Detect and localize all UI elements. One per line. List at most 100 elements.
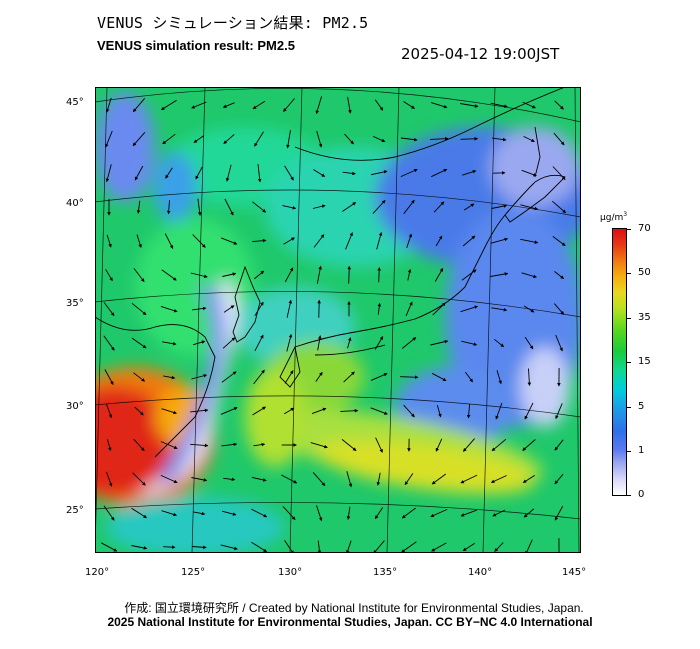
wind-arrow bbox=[251, 541, 268, 553]
lon-label-145: 145° bbox=[562, 567, 587, 578]
wind-arrow bbox=[286, 130, 291, 149]
wind-arrow bbox=[132, 472, 146, 486]
wind-arrow bbox=[131, 545, 148, 550]
wind-arrow bbox=[370, 170, 388, 176]
wind-arrow bbox=[377, 302, 382, 315]
wind-arrow bbox=[403, 199, 415, 215]
wind-arrow bbox=[342, 202, 357, 212]
wind-arrow bbox=[491, 438, 507, 452]
lon-label-140: 140° bbox=[468, 567, 493, 578]
wind-arrow bbox=[282, 205, 297, 210]
wind-arrow bbox=[372, 199, 386, 214]
wind-arrow bbox=[312, 204, 326, 209]
wind-arrow bbox=[552, 200, 567, 214]
wind-arrow bbox=[554, 473, 564, 485]
wind-arrow bbox=[374, 507, 384, 520]
wind-arrow bbox=[461, 340, 478, 346]
wind-arrow bbox=[223, 134, 235, 144]
wind-arrow bbox=[525, 539, 533, 553]
lat-label-30: 30° bbox=[66, 401, 84, 412]
wind-arrow bbox=[316, 130, 323, 148]
wind-arrow bbox=[490, 272, 509, 277]
wind-arrow bbox=[527, 368, 532, 387]
datetime-label: 2025-04-12 19:00JST bbox=[401, 45, 560, 63]
wind-arrow bbox=[284, 267, 294, 283]
wind-arrow bbox=[492, 509, 506, 517]
wind-arrow bbox=[342, 171, 356, 176]
wind-arrow bbox=[377, 267, 381, 283]
wind-arrow bbox=[190, 408, 209, 413]
colorbar-label-5: 5 bbox=[638, 401, 645, 412]
wind-arrow bbox=[191, 374, 208, 380]
wind-arrow bbox=[491, 204, 508, 209]
wind-arrow bbox=[400, 137, 418, 142]
wind-arrow bbox=[253, 369, 265, 385]
wind-arrow bbox=[405, 301, 413, 317]
wind-arrow bbox=[460, 137, 479, 141]
wind-arrow bbox=[313, 169, 326, 177]
wind-arrow bbox=[106, 234, 112, 248]
wind-arrow bbox=[252, 201, 267, 213]
wind-arrow bbox=[190, 272, 208, 279]
wind-arrow bbox=[554, 271, 565, 279]
title-ja: VENUS シミュレーション結果: PM2.5 bbox=[97, 14, 369, 32]
wind-arrow bbox=[192, 234, 206, 248]
wind-arrow bbox=[523, 508, 535, 518]
wind-arrow bbox=[310, 442, 328, 449]
wind-arrow bbox=[431, 372, 447, 382]
wind-vectors bbox=[100, 96, 567, 553]
wind-arrow bbox=[191, 545, 207, 550]
lat-label-35: 35° bbox=[66, 298, 84, 309]
wind-arrow bbox=[463, 438, 475, 452]
wind-arrow bbox=[313, 234, 325, 248]
wind-arrow bbox=[193, 340, 206, 346]
wind-arrow bbox=[136, 234, 142, 248]
wind-arrow bbox=[431, 542, 447, 552]
wind-arrow bbox=[190, 443, 209, 448]
colorbar bbox=[612, 228, 627, 496]
lat-label-40: 40° bbox=[66, 198, 84, 209]
lon-label-130: 130° bbox=[278, 567, 303, 578]
wind-arrow bbox=[105, 97, 112, 113]
wind-arrow bbox=[403, 101, 416, 109]
wind-arrow bbox=[346, 471, 353, 488]
wind-arrow bbox=[282, 506, 296, 521]
wind-arrow bbox=[221, 442, 238, 447]
wind-arrow bbox=[376, 472, 381, 486]
wind-arrow bbox=[161, 269, 177, 281]
wind-arrow bbox=[407, 268, 412, 281]
wind-arrow bbox=[315, 96, 323, 115]
wind-arrow bbox=[433, 201, 445, 213]
wind-arrow bbox=[374, 335, 384, 350]
wind-arrow bbox=[370, 407, 388, 415]
wind-arrow bbox=[554, 100, 564, 110]
title-en: VENUS simulation result: PM2.5 bbox=[97, 38, 295, 53]
wind-arrow bbox=[104, 369, 114, 386]
wind-arrow bbox=[163, 375, 176, 380]
wind-arrow bbox=[403, 404, 415, 418]
wind-arrow bbox=[160, 441, 178, 449]
wind-arrow bbox=[491, 307, 508, 312]
wind-arrow bbox=[523, 305, 535, 313]
wind-arrow bbox=[520, 238, 539, 244]
wind-arrow bbox=[254, 301, 264, 317]
wind-arrow bbox=[192, 306, 207, 311]
wind-arrow bbox=[133, 268, 145, 283]
wind-arrow bbox=[400, 375, 419, 379]
wind-arrow bbox=[555, 334, 563, 352]
wind-arrow bbox=[429, 136, 449, 141]
wind-arrow bbox=[197, 198, 202, 216]
wind-arrow bbox=[283, 98, 295, 112]
wind-arrow bbox=[462, 542, 476, 552]
wind-arrow bbox=[376, 232, 383, 250]
wind-arrow bbox=[164, 233, 174, 250]
wind-arrow bbox=[370, 373, 388, 381]
wind-arrow bbox=[490, 102, 508, 108]
wind-arrow bbox=[281, 474, 298, 484]
wind-arrow bbox=[317, 335, 322, 351]
wind-arrow bbox=[461, 269, 477, 281]
wind-arrow bbox=[345, 232, 353, 250]
wind-arrow bbox=[105, 269, 113, 282]
wind-arrow bbox=[466, 404, 471, 419]
wind-arrow bbox=[160, 474, 178, 484]
